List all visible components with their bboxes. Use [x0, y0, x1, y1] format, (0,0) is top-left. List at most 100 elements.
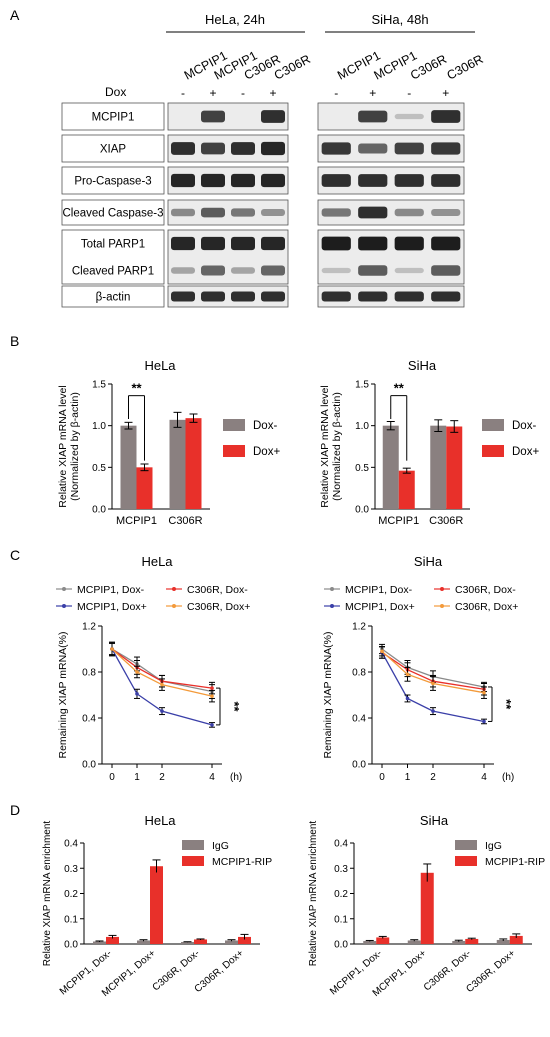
- series-line: [381, 648, 485, 688]
- data-point: [210, 686, 214, 690]
- x-tick-label: MCPIP1: [378, 515, 419, 527]
- legend-marker: [440, 587, 444, 591]
- blot-band: [201, 173, 225, 188]
- legend-marker: [172, 587, 176, 591]
- y-tick-label: 0.0: [92, 505, 106, 516]
- blot-band: [394, 208, 424, 217]
- blot-band: [261, 236, 285, 251]
- y-tick-label: 0.3: [64, 864, 78, 875]
- panel-letter-c: C: [10, 547, 20, 563]
- blot-band: [201, 291, 225, 302]
- blot-band: [201, 207, 225, 218]
- bar: [509, 935, 523, 944]
- lane-label: C306R: [445, 52, 486, 83]
- x-tick-label: C306R: [168, 515, 202, 527]
- data-point: [482, 690, 486, 695]
- blot-group-label: SiHa, 48h: [371, 12, 428, 27]
- y-axis-label: Remaining XIAP mRNA(%): [57, 631, 69, 758]
- blot-band: [358, 236, 388, 251]
- legend-marker: [62, 604, 66, 608]
- data-point: [210, 723, 214, 727]
- blot-band: [394, 113, 424, 120]
- blot-row-label: XIAP: [100, 144, 127, 156]
- series-line: [111, 648, 213, 726]
- blot-band: [321, 267, 351, 274]
- blot-band: [321, 291, 351, 302]
- y-tick-label: 0.1: [334, 914, 348, 925]
- row-label-box: [61, 229, 165, 285]
- blot-band: [171, 236, 195, 251]
- blot-band: [261, 110, 285, 123]
- legend-label: IgG: [485, 840, 502, 852]
- y-tick-label: 1.2: [82, 622, 96, 633]
- legend-swatch: [482, 445, 504, 457]
- significance-mark: **: [499, 699, 514, 710]
- blot-band: [231, 291, 255, 302]
- series-line: [381, 650, 485, 694]
- dox-sign: -: [407, 86, 411, 100]
- legend-marker: [330, 604, 334, 608]
- dox-sign: -: [241, 86, 245, 100]
- bar: [398, 470, 415, 509]
- blot-band: [261, 209, 285, 216]
- y-tick-label: 0.1: [64, 914, 78, 925]
- panel-c-hela: HeLa MCPIP1, Dox- C306R, Dox- MCPIP1, Dox+ C…: [56, 554, 250, 783]
- panel-letter-a: A: [10, 7, 20, 23]
- y-tick-label: 0.0: [334, 940, 348, 951]
- data-point: [135, 692, 139, 696]
- blot-band: [431, 142, 461, 155]
- panel-d-hela: HeLa Relative XIAP mRNA enrichment 0.0 0.1 0…: [42, 813, 272, 999]
- x-tick-label: MCPIP1: [116, 515, 157, 527]
- blot-row-label: MCPIP1: [92, 112, 135, 124]
- x-unit-label: (h): [502, 772, 514, 783]
- legend-marker: [172, 604, 176, 608]
- blot-group-label: HeLa, 24h: [205, 12, 265, 27]
- bar: [363, 940, 377, 944]
- y-tick-label: 0.0: [355, 505, 369, 516]
- y-tick-label: 0.4: [82, 714, 96, 725]
- x-tick-label: 1: [134, 772, 140, 783]
- data-point: [110, 647, 114, 651]
- series-line: [111, 648, 213, 693]
- bar: [150, 866, 163, 944]
- x-tick-label: 2: [159, 772, 165, 783]
- blot-band: [171, 291, 195, 302]
- y-tick-label: 0.0: [352, 760, 366, 771]
- y-tick-label: 1.0: [92, 421, 106, 432]
- y-tick-label: 0.8: [82, 668, 96, 679]
- x-tick-label: C306R, Dox+: [464, 948, 517, 995]
- blot-band: [231, 142, 255, 155]
- bar: [185, 418, 202, 509]
- bar: [181, 941, 194, 944]
- blot-row-label: Pro-Caspase-3: [74, 176, 151, 188]
- y-tick-label: 1.0: [355, 421, 369, 432]
- panel-letter-d: D: [10, 802, 20, 818]
- x-tick-label: 0: [109, 772, 115, 783]
- blot-box: [317, 285, 465, 308]
- y-axis-label: Remaining XIAP mRNA(%): [322, 631, 334, 758]
- blot-row-label: Cleaved PARP1: [72, 266, 154, 278]
- blot-box: [167, 285, 289, 308]
- bar: [382, 425, 399, 509]
- legend-label: MCPIP1-RIP: [485, 856, 545, 868]
- series-line: [111, 648, 213, 689]
- x-tick-label: 1: [405, 772, 411, 783]
- data-point: [431, 681, 435, 686]
- blot-band: [358, 143, 388, 154]
- y-tick-label: 1.2: [352, 622, 366, 633]
- blot-band: [171, 173, 195, 188]
- legend-swatch: [455, 840, 477, 850]
- legend-swatch: [182, 856, 204, 866]
- chart-title: SiHa: [414, 554, 443, 569]
- blot-band: [261, 173, 285, 188]
- bar: [452, 940, 466, 944]
- dox-sign: +: [209, 86, 216, 100]
- blot-band: [201, 236, 225, 251]
- data-point: [482, 719, 486, 724]
- blot-band: [321, 236, 351, 251]
- blot-band: [321, 208, 351, 217]
- legend-label: C306R, Dox+: [187, 601, 250, 613]
- blot-band: [261, 265, 285, 276]
- blot-band: [431, 110, 461, 123]
- y-axis-label: Relative XIAP mRNA enrichment: [42, 821, 53, 967]
